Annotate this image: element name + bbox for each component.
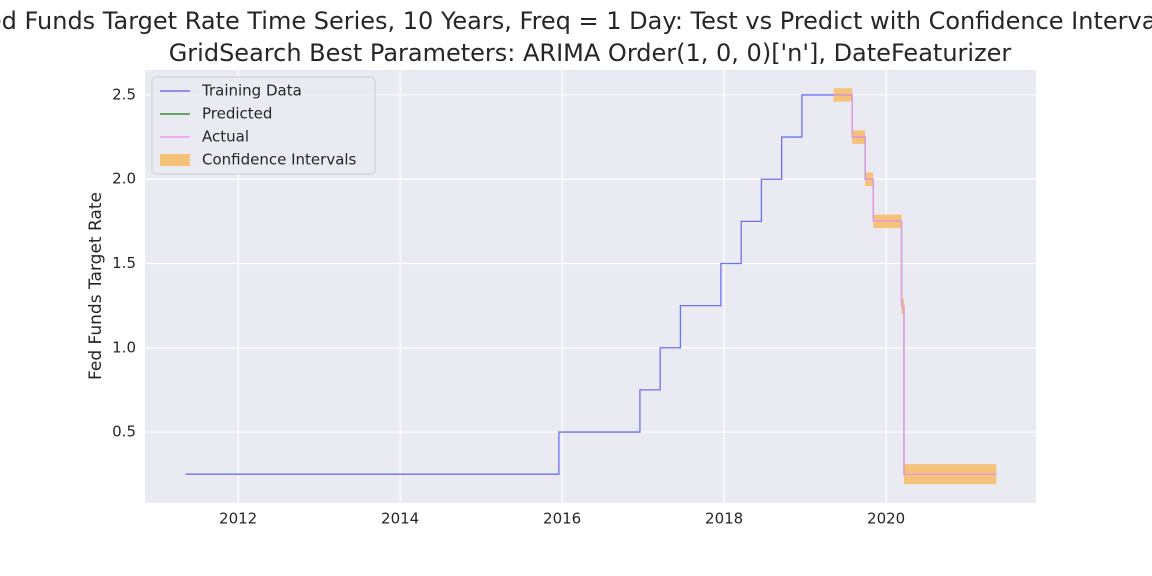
marks bbox=[185, 88, 997, 485]
x-tick-label: 2020 bbox=[867, 510, 905, 528]
chart-title: Fed Funds Target Rate Time Series, 10 Ye… bbox=[0, 7, 1152, 35]
x-tick-label: 2016 bbox=[543, 510, 581, 528]
y-tick-label: 0.5 bbox=[112, 423, 136, 441]
legend: Training Data Predicted Actual Confidence I… bbox=[151, 76, 376, 175]
series-line bbox=[833, 94, 997, 475]
legend-label: Predicted bbox=[202, 105, 272, 123]
y-tick-label: 1.5 bbox=[112, 254, 136, 272]
y-axis-label: Fed Funds Target Rate bbox=[86, 192, 106, 380]
grid bbox=[145, 70, 1036, 503]
x-tick-label: 2012 bbox=[219, 510, 257, 528]
y-tick-label: 2.5 bbox=[112, 85, 136, 103]
series-line bbox=[185, 94, 834, 475]
legend-box bbox=[151, 76, 376, 175]
legend-swatch bbox=[160, 154, 190, 166]
y-tick-label: 2.0 bbox=[112, 170, 136, 188]
legend-label: Actual bbox=[202, 128, 249, 146]
legend-label: Confidence Intervals bbox=[202, 151, 357, 169]
y-tick-label: 1.0 bbox=[112, 338, 136, 356]
legend-label: Training Data bbox=[201, 82, 302, 100]
x-tick-label: 2018 bbox=[705, 510, 743, 528]
x-tick-label: 2014 bbox=[381, 510, 419, 528]
chart-subtitle: GridSearch Best Parameters: ARIMA Order(… bbox=[169, 39, 1012, 67]
